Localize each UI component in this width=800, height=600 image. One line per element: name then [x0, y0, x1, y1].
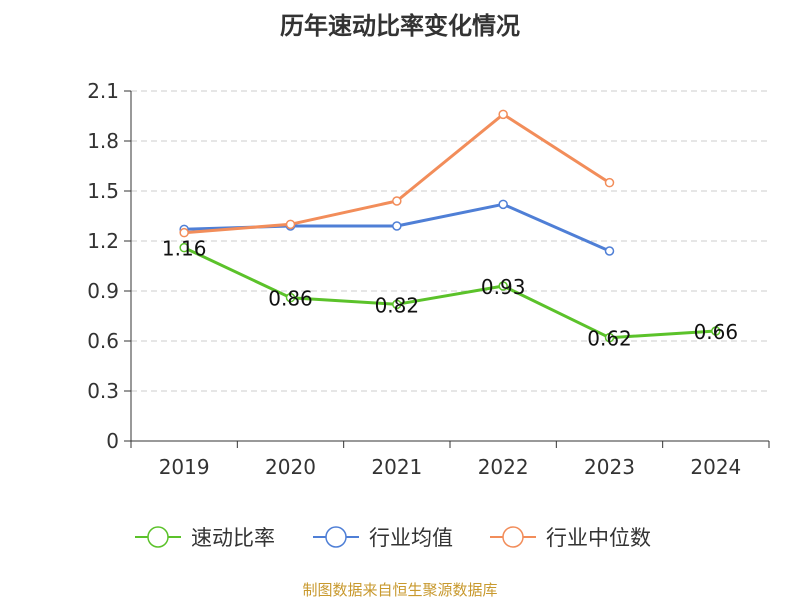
data-point — [179, 227, 189, 238]
data-label: 0.66 — [694, 320, 739, 344]
data-label: 1.16 — [162, 237, 207, 261]
data-point — [604, 177, 615, 188]
legend-item[interactable]: 行业均值 — [313, 526, 453, 550]
chart-title: 历年速动比率变化情况 — [280, 12, 520, 40]
legend-label: 行业中位数 — [546, 526, 651, 550]
y-tick-label: 1.5 — [87, 179, 119, 203]
series-line-2 — [184, 112, 611, 235]
y-tick-label: 0 — [106, 429, 119, 453]
data-point — [285, 219, 296, 230]
y-tick-label: 0.3 — [87, 379, 119, 403]
y-tick-label: 0.9 — [87, 279, 119, 303]
data-point — [604, 332, 615, 343]
data-point — [392, 299, 402, 310]
x-tick-label: 2021 — [371, 455, 422, 479]
data-point — [498, 109, 508, 120]
gridlines — [131, 90, 769, 392]
legend-item[interactable]: 速动比率 — [135, 526, 275, 550]
data-point — [392, 196, 402, 206]
series-lines — [179, 109, 721, 343]
data-label: 0.62 — [587, 327, 632, 351]
data-point — [392, 221, 402, 231]
legend: 速动比率 行业均值 行业中位数 — [135, 526, 651, 550]
x-tick-label: 2020 — [265, 455, 316, 479]
x-tick-label: 2019 — [159, 455, 210, 479]
data-point — [711, 326, 721, 336]
data-label: 0.93 — [481, 275, 526, 299]
data-label: 0.86 — [268, 287, 313, 311]
source-note: 制图数据来自恒生聚源数据库 — [302, 581, 498, 599]
data-point — [179, 242, 189, 253]
x-tick-label: 2023 — [584, 455, 635, 479]
data-labels: 1.16 0.86 0.82 0.93 0.62 0.66 — [162, 237, 738, 351]
data-point — [498, 199, 508, 210]
y-tick-label: 2.1 — [87, 79, 119, 103]
legend-item[interactable]: 行业中位数 — [490, 526, 651, 550]
data-label: 0.82 — [375, 293, 420, 317]
series-line-0 — [183, 246, 716, 340]
y-tick-label: 1.2 — [87, 229, 119, 253]
x-tick-label: 2024 — [690, 455, 741, 479]
legend-label: 速动比率 — [191, 526, 275, 550]
legend-marker — [502, 526, 524, 548]
y-tick-label: 0.6 — [87, 329, 119, 353]
legend-marker — [325, 526, 347, 548]
data-point — [604, 246, 615, 256]
x-tick-label: 2022 — [478, 455, 529, 479]
data-point — [285, 292, 296, 303]
legend-label: 行业均值 — [369, 526, 453, 550]
legend-marker — [147, 526, 169, 548]
data-point — [498, 281, 508, 291]
axes: 0 0.3 0.6 0.9 1.2 1.5 1.8 2.1 2019 2020 2021 2022 20… — [87, 79, 770, 479]
y-tick-label: 1.8 — [87, 129, 119, 153]
